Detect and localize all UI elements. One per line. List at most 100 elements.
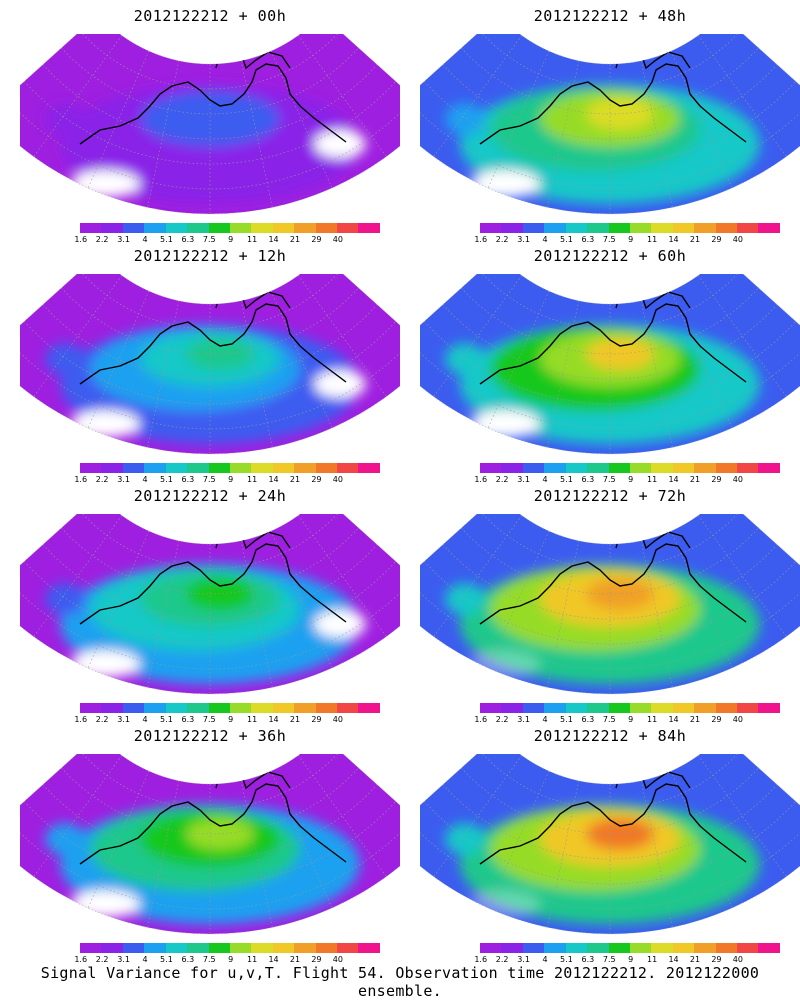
- colorbar-swatch: [315, 703, 338, 713]
- colorbar-tick-label: 9: [628, 955, 634, 964]
- colorbar-tick-label: 7.5: [602, 955, 616, 964]
- colorbar-tick-label: 1.6: [474, 475, 488, 484]
- colorbar-swatch: [715, 943, 738, 953]
- colorbar-tick-label: 4: [542, 955, 548, 964]
- colorbar-tick-label: 14: [668, 715, 679, 724]
- colorbar-swatch: [565, 943, 588, 953]
- colorbar-tick-label: 9: [228, 955, 234, 964]
- colorbar-tick-label: 29: [311, 475, 322, 484]
- colorbar-ticks: 1.6 2.2 3.1 4 5.1 6.3 7.5 9 11 14 21 29 40: [74, 235, 380, 245]
- colorbar-swatch: [165, 943, 188, 953]
- colorbar: [80, 943, 380, 953]
- colorbar-swatch: [208, 703, 230, 713]
- panel-title: 2012122212 + 00h: [133, 7, 287, 25]
- colorbar-swatch: [608, 223, 630, 233]
- colorbar-swatch: [187, 703, 209, 713]
- colorbar-tick-label: 7.5: [602, 715, 616, 724]
- colorbar-swatch: [144, 223, 166, 233]
- colorbar-tick-label: 5.1: [560, 955, 573, 964]
- variance-map: [20, 34, 400, 215]
- colorbar-tick-label: 2.2: [495, 235, 509, 244]
- colorbar-swatch: [272, 703, 295, 713]
- colorbar-swatch: [144, 943, 166, 953]
- colorbar-tick-label: 6.3: [181, 955, 195, 964]
- colorbar-swatch: [165, 223, 188, 233]
- colorbar-swatch: [229, 223, 252, 233]
- colorbar-tick-label: 29: [711, 955, 722, 964]
- colorbar-tick-label: 1.6: [474, 235, 488, 244]
- variance-map: [420, 514, 800, 695]
- colorbar-swatch: [272, 463, 295, 473]
- colorbar-tick-label: 1.6: [474, 955, 488, 964]
- colorbar-ticks: 1.6 2.2 3.1 4 5.1 6.3 7.5 9 11 14 21 29 40: [74, 475, 380, 485]
- colorbar-swatch: [315, 463, 338, 473]
- figure-caption: Signal Variance for u,v,T. Flight 54. Ob…: [40, 964, 760, 1000]
- colorbar-swatch: [122, 463, 145, 473]
- colorbar-tick-label: 2.2: [95, 475, 109, 484]
- colorbar-swatch: [251, 703, 273, 713]
- colorbar-swatch: [522, 223, 545, 233]
- colorbar-swatch: [737, 943, 759, 953]
- colorbar-tick-label: 11: [247, 715, 258, 724]
- colorbar-tick-label: 40: [332, 475, 343, 484]
- colorbar-swatch: [608, 703, 630, 713]
- variance-map: [420, 34, 800, 215]
- colorbar-swatch: [358, 463, 380, 473]
- colorbar-swatch: [122, 703, 145, 713]
- colorbar: [480, 463, 780, 473]
- colorbar-swatch: [629, 463, 652, 473]
- colorbar-tick-label: 4: [142, 955, 148, 964]
- colorbar-tick-label: 4: [542, 235, 548, 244]
- colorbar-swatch: [122, 943, 145, 953]
- colorbar-swatch: [144, 703, 166, 713]
- colorbar-swatch: [715, 223, 738, 233]
- colorbar-tick-label: 9: [628, 715, 634, 724]
- colorbar-swatch: [608, 463, 630, 473]
- colorbar-swatch: [251, 943, 273, 953]
- colorbar-swatch: [480, 223, 502, 233]
- colorbar-swatch: [587, 463, 609, 473]
- colorbar-swatch: [737, 463, 759, 473]
- colorbar-swatch: [737, 703, 759, 713]
- panel-title: 2012122212 + 48h: [533, 7, 687, 25]
- colorbar-tick-label: 4: [542, 715, 548, 724]
- colorbar-tick-label: 9: [628, 235, 634, 244]
- colorbar-swatch: [629, 223, 652, 233]
- colorbar-swatch: [187, 223, 209, 233]
- colorbar-swatch: [187, 943, 209, 953]
- colorbar-tick-label: 40: [332, 955, 343, 964]
- colorbar-tick-label: 5.1: [560, 235, 573, 244]
- map-panel: 2012122212 + 00h 1.6 2.2 3.1 4 5.1 6.3 7.5 9 11 14…: [20, 0, 400, 244]
- colorbar-swatch: [672, 703, 695, 713]
- colorbar-swatch: [80, 463, 102, 473]
- colorbar-tick-label: 5.1: [160, 715, 173, 724]
- colorbar-tick-label: 5.1: [160, 475, 173, 484]
- colorbar-tick-label: 3.1: [117, 475, 130, 484]
- colorbar-tick-label: 11: [247, 955, 258, 964]
- colorbar-tick-label: 11: [647, 475, 658, 484]
- colorbar-swatch: [629, 703, 652, 713]
- colorbar-tick-label: 21: [289, 715, 301, 724]
- colorbar-tick-label: 1.6: [74, 235, 88, 244]
- colorbar-swatch: [480, 943, 502, 953]
- colorbar-swatch: [501, 223, 523, 233]
- colorbar-tick-label: 2.2: [495, 475, 509, 484]
- colorbar-tick-label: 40: [732, 715, 743, 724]
- colorbar-ticks: 1.6 2.2 3.1 4 5.1 6.3 7.5 9 11 14 21 29 40: [74, 715, 380, 725]
- colorbar-swatch: [80, 943, 102, 953]
- colorbar-swatch: [522, 463, 545, 473]
- colorbar-swatch: [144, 463, 166, 473]
- colorbar-tick-label: 4: [542, 475, 548, 484]
- colorbar-tick-label: 5.1: [560, 715, 573, 724]
- colorbar-swatch: [480, 703, 502, 713]
- colorbar-swatch: [651, 703, 673, 713]
- colorbar-swatch: [80, 703, 102, 713]
- colorbar-swatch: [229, 703, 252, 713]
- colorbar-tick-label: 3.1: [117, 235, 130, 244]
- variance-map: [420, 274, 800, 455]
- colorbar-tick-label: 11: [647, 955, 658, 964]
- colorbar-tick-label: 3.1: [517, 955, 530, 964]
- colorbar-tick-label: 6.3: [181, 235, 195, 244]
- colorbar-swatch: [672, 463, 695, 473]
- colorbar-ticks: 1.6 2.2 3.1 4 5.1 6.3 7.5 9 11 14 21 29 40: [474, 715, 780, 725]
